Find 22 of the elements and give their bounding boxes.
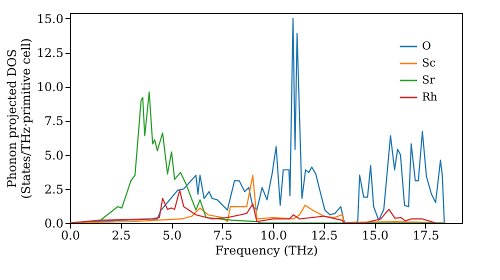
y-tick-label: 7.5 <box>44 114 64 128</box>
x-tick-label: 15.0 <box>362 228 389 242</box>
x-tick-label: 5.0 <box>162 228 182 242</box>
x-tick-label: 2.5 <box>112 228 131 242</box>
legend-label: Sr <box>422 74 436 86</box>
y-tick-label: 10.0 <box>36 80 64 94</box>
legend-label: Rh <box>422 90 438 104</box>
x-axis-title: Frequency (THz) <box>215 244 318 258</box>
x-tick-label: 10.0 <box>260 228 287 242</box>
x-tick-label: 7.5 <box>213 228 232 242</box>
x-tick-label: 0.0 <box>60 228 80 242</box>
y-axis-title: Phonon projected DOS (States/THz·primitive cell) <box>4 38 33 199</box>
legend-label: Sc <box>422 56 436 70</box>
x-tick-label: 17.5 <box>412 228 440 242</box>
y-tick-label: 12.5 <box>36 46 64 60</box>
y-tick-label: 0.0 <box>44 216 64 230</box>
y-tick-label: 15.0 <box>36 12 64 26</box>
legend-label: O <box>422 40 432 52</box>
x-tick-label: 12.5 <box>311 228 338 242</box>
line-series <box>70 190 436 223</box>
y-tick-label: 5.0 <box>44 148 64 162</box>
y-tick-label: 2.5 <box>44 182 64 196</box>
